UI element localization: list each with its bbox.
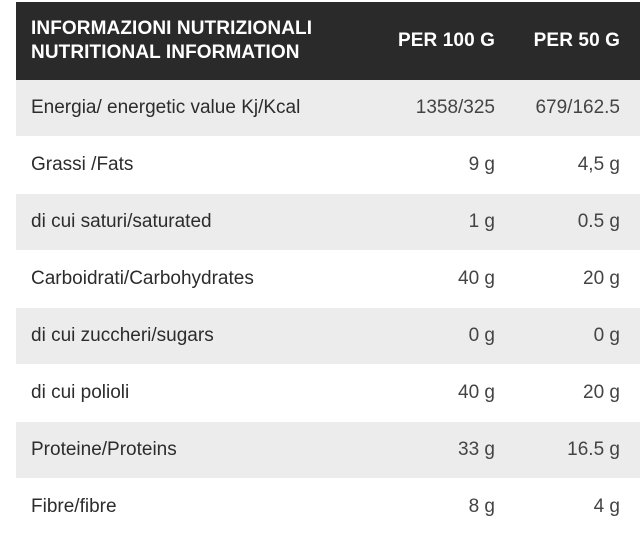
row-label: Fibre/fibre xyxy=(16,478,373,536)
row-value-per-50g: 4,5 g xyxy=(513,136,640,194)
table-row-saturated: di cui saturi/saturated 1 g 0.5 g xyxy=(16,193,640,251)
column-header-per-50g: PER 50 G xyxy=(513,2,640,80)
table-title-english: NUTRITIONAL INFORMATION xyxy=(31,42,300,63)
row-label: di cui saturi/saturated xyxy=(16,193,373,251)
row-value-per-100g: 1358/325 xyxy=(373,80,513,137)
table-row-energy: Energia/ energetic value Kj/Kcal 1358/32… xyxy=(16,80,640,137)
row-value-per-50g: 679/162.5 xyxy=(513,80,640,137)
row-value-per-100g: 9 g xyxy=(373,136,513,194)
row-value-per-50g: 16.5 g xyxy=(513,421,640,479)
row-value-per-50g: 0.5 g xyxy=(513,193,640,251)
nutrition-table: INFORMAZIONI NUTRIZIONALI NUTRITIONAL IN… xyxy=(16,2,640,536)
table-row-fats: Grassi /Fats 9 g 4,5 g xyxy=(16,136,640,194)
table-row-fibre: Fibre/fibre 8 g 4 g xyxy=(16,478,640,536)
row-value-per-100g: 33 g xyxy=(373,421,513,479)
row-value-per-50g: 20 g xyxy=(513,250,640,308)
row-label: di cui zuccheri/sugars xyxy=(16,307,373,365)
row-label: Proteine/Proteins xyxy=(16,421,373,479)
row-value-per-100g: 40 g xyxy=(373,364,513,422)
row-value-per-100g: 1 g xyxy=(373,193,513,251)
row-value-per-50g: 4 g xyxy=(513,478,640,536)
row-value-per-100g: 8 g xyxy=(373,478,513,536)
row-label: Energia/ energetic value Kj/Kcal xyxy=(16,80,373,137)
table-title: INFORMAZIONI NUTRIZIONALI NUTRITIONAL IN… xyxy=(16,2,373,80)
table-row-polyols: di cui polioli 40 g 20 g xyxy=(16,364,640,422)
row-value-per-50g: 20 g xyxy=(513,364,640,422)
table-row-carbohydrates: Carboidrati/Carbohydrates 40 g 20 g xyxy=(16,250,640,308)
row-value-per-100g: 40 g xyxy=(373,250,513,308)
row-label: Carboidrati/Carbohydrates xyxy=(16,250,373,308)
row-value-per-100g: 0 g xyxy=(373,307,513,365)
column-header-per-100g: PER 100 G xyxy=(373,2,513,80)
row-label: di cui polioli xyxy=(16,364,373,422)
table-title-italian: INFORMAZIONI NUTRIZIONALI xyxy=(31,18,313,39)
table-row-proteins: Proteine/Proteins 33 g 16.5 g xyxy=(16,421,640,479)
table-header-row: INFORMAZIONI NUTRIZIONALI NUTRITIONAL IN… xyxy=(16,2,640,80)
row-value-per-50g: 0 g xyxy=(513,307,640,365)
row-label: Grassi /Fats xyxy=(16,136,373,194)
table-row-sugars: di cui zuccheri/sugars 0 g 0 g xyxy=(16,307,640,365)
